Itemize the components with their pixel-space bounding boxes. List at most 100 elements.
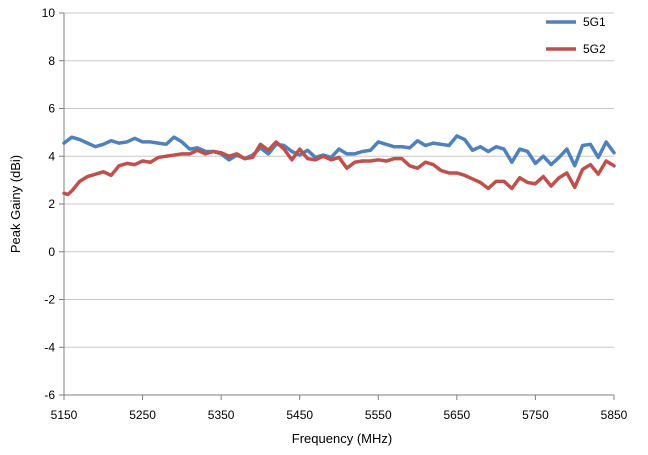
data-point-5g2 (259, 143, 262, 146)
data-point-5g2 (118, 164, 121, 167)
data-point-5g1 (448, 144, 451, 147)
legend: 5G1 5G2 (546, 15, 606, 56)
data-point-5g1 (503, 148, 506, 151)
data-point-5g2 (173, 154, 176, 157)
data-point-5g2 (471, 177, 474, 180)
data-point-5g1 (471, 149, 474, 152)
data-point-5g1 (102, 143, 105, 146)
data-point-5g2 (503, 180, 506, 183)
data-point-5g2 (165, 155, 168, 158)
axes: -6 -4 -2 0 2 4 6 8 10 5150 5250 5350 5450 5550 5650 575… (42, 6, 628, 422)
y-tick-label: -6 (44, 388, 55, 402)
data-point-5g2 (385, 160, 388, 163)
data-point-5g2 (416, 167, 419, 170)
data-point-5g1 (157, 142, 160, 145)
data-point-5g2 (495, 180, 498, 183)
data-point-5g1 (479, 145, 482, 148)
data-point-5g2 (188, 152, 191, 155)
data-point-5g2 (298, 148, 301, 151)
y-tick-label: 6 (48, 102, 55, 116)
y-tick-label: 4 (48, 149, 55, 163)
data-point-5g2 (133, 163, 136, 166)
data-point-5g1 (495, 145, 498, 148)
data-point-5g1 (463, 138, 466, 141)
data-point-5g1 (338, 148, 341, 151)
y-tick-label: 8 (48, 54, 55, 68)
y-tick-label: 2 (48, 197, 55, 211)
y-tick-label: -4 (44, 340, 55, 354)
data-point-5g1 (400, 145, 403, 148)
data-point-5g1 (605, 140, 608, 143)
x-axis-title: Frequency (MHz) (292, 431, 392, 446)
data-point-5g2 (440, 169, 443, 172)
data-point-5g1 (432, 142, 435, 145)
legend-label: 5G1 (583, 15, 606, 29)
data-point-5g2 (243, 157, 246, 160)
data-point-5g2 (432, 163, 435, 166)
data-point-5g1 (110, 139, 113, 142)
data-point-5g2 (63, 192, 66, 195)
data-point-5g2 (78, 180, 81, 183)
data-point-5g2 (196, 149, 199, 152)
data-point-5g2 (573, 186, 576, 189)
data-point-5g1 (581, 144, 584, 147)
data-point-5g1 (345, 152, 348, 155)
data-point-5g2 (550, 185, 553, 188)
data-point-5g1 (306, 149, 309, 152)
data-point-5g1 (589, 143, 592, 146)
grid-lines (64, 12, 614, 348)
data-point-5g2 (487, 187, 490, 190)
data-point-5g2 (479, 181, 482, 184)
x-tick-label: 5550 (365, 408, 392, 422)
data-point-5g1 (118, 142, 121, 145)
data-point-5g2 (228, 155, 231, 158)
data-point-5g2 (220, 151, 223, 154)
data-point-5g2 (306, 157, 309, 160)
data-point-5g2 (141, 160, 144, 163)
data-point-5g1 (440, 143, 443, 146)
data-point-5g2 (235, 152, 238, 155)
y-tick-label: 10 (42, 6, 56, 20)
series-line-5g1 (62, 134, 616, 168)
data-point-5g1 (141, 140, 144, 143)
y-tick-label: -2 (44, 293, 55, 307)
data-point-5g2 (597, 173, 600, 176)
data-point-5g1 (393, 145, 396, 148)
data-point-5g1 (526, 150, 529, 153)
data-point-5g2 (526, 181, 529, 184)
data-point-5g1 (290, 150, 293, 153)
data-point-5g2 (510, 187, 513, 190)
data-point-5g1 (133, 137, 136, 140)
data-point-5g2 (314, 158, 317, 161)
x-tick-label: 5250 (129, 408, 156, 422)
legend-label: 5G2 (583, 42, 606, 56)
data-point-5g2 (94, 173, 97, 176)
data-point-5g2 (534, 182, 537, 185)
data-point-5g2 (542, 175, 545, 178)
data-point-5g1 (353, 152, 356, 155)
data-point-5g2 (605, 160, 608, 163)
data-point-5g1 (63, 142, 66, 145)
data-point-5g2 (125, 162, 128, 165)
data-point-5g1 (180, 140, 183, 143)
data-point-5g2 (204, 152, 207, 155)
data-point-5g1 (542, 155, 545, 158)
data-point-5g1 (385, 143, 388, 146)
data-point-5g2 (361, 160, 364, 163)
data-point-5g2 (565, 171, 568, 174)
data-point-5g2 (86, 175, 89, 178)
data-point-5g2 (149, 161, 152, 164)
data-point-5g2 (463, 174, 466, 177)
data-point-5g1 (558, 156, 561, 159)
data-point-5g2 (400, 157, 403, 160)
data-point-5g1 (597, 156, 600, 159)
data-point-5g2 (330, 158, 333, 161)
data-point-5g1 (78, 138, 81, 141)
data-point-5g2 (110, 174, 113, 177)
data-point-5g1 (518, 148, 521, 151)
data-point-5g1 (377, 140, 380, 143)
data-point-5g2 (613, 164, 616, 167)
series-line-5g2 (62, 140, 616, 197)
data-point-5g2 (377, 158, 380, 161)
